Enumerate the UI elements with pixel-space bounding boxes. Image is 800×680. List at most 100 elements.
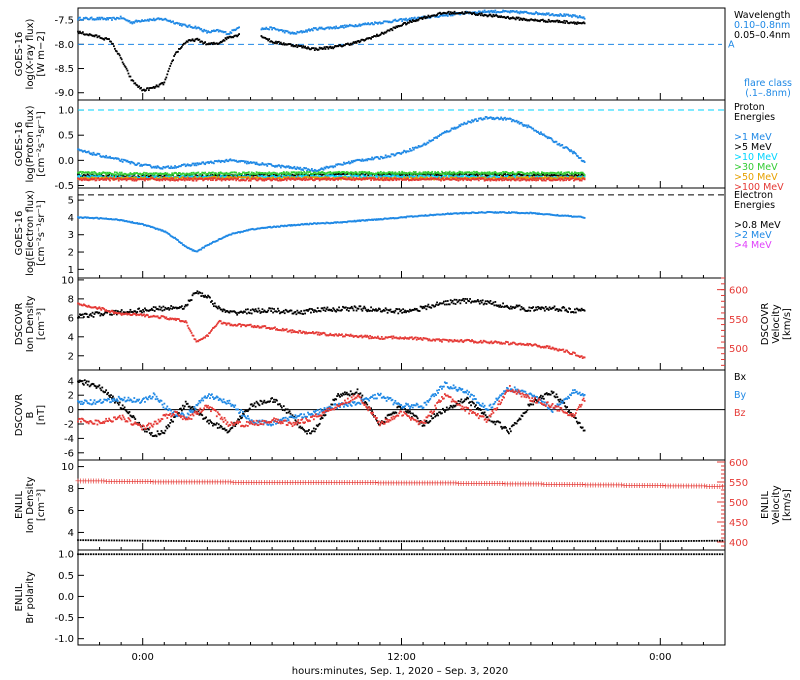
data-point	[332, 176, 335, 179]
data-point	[141, 173, 143, 176]
data-point	[404, 177, 406, 180]
data-point	[199, 173, 202, 175]
data-point	[329, 174, 332, 177]
data-point	[111, 175, 113, 178]
data-point	[279, 175, 282, 178]
data-point	[573, 179, 575, 182]
data-point	[266, 176, 269, 179]
data-point	[222, 236, 225, 239]
data-point	[90, 34, 93, 37]
data-point	[576, 155, 579, 157]
data-point	[119, 178, 122, 181]
data-point	[320, 222, 323, 225]
data-point	[355, 173, 358, 176]
data-point	[430, 15, 433, 17]
legend-item: >5 MeV	[734, 142, 772, 153]
data-point	[267, 39, 270, 42]
data-point	[409, 176, 411, 179]
data-point	[290, 224, 293, 226]
data-point	[510, 177, 513, 180]
data-point	[135, 164, 138, 166]
data-point	[581, 160, 584, 163]
data-point	[246, 171, 249, 174]
data-point	[104, 37, 107, 40]
data-point	[215, 173, 218, 176]
data-point	[404, 19, 406, 21]
right-tick-label: 500	[729, 344, 748, 355]
data-point	[578, 173, 581, 176]
data-point	[322, 168, 325, 171]
data-point	[483, 172, 486, 175]
data-point	[576, 172, 579, 174]
data-point	[512, 178, 515, 181]
data-point	[546, 176, 549, 179]
data-point	[374, 173, 376, 176]
data-point	[281, 164, 284, 167]
data-point	[354, 40, 357, 43]
data-point	[510, 17, 513, 20]
data-point	[384, 20, 387, 23]
data-point	[416, 176, 419, 179]
data-point	[347, 175, 350, 178]
data-point	[413, 172, 416, 175]
data-point	[546, 21, 549, 23]
data-point	[460, 175, 463, 178]
data-point	[364, 159, 367, 162]
data-point	[411, 175, 414, 178]
data-point	[371, 173, 373, 176]
data-point	[546, 172, 549, 174]
data-point	[471, 211, 473, 214]
data-point	[410, 177, 413, 180]
data-point	[488, 13, 491, 16]
data-point	[342, 45, 344, 47]
data-point	[235, 159, 238, 162]
data-point	[148, 225, 151, 228]
y-axis-label-line: [cm⁻²s⁻¹sr⁻¹]	[36, 111, 47, 177]
data-point	[360, 172, 363, 175]
data-point	[273, 178, 275, 181]
data-point	[408, 150, 410, 153]
data-point	[536, 19, 538, 22]
data-point	[437, 16, 439, 18]
data-point	[284, 166, 287, 169]
data-point	[506, 16, 508, 19]
data-point	[199, 177, 202, 180]
data-point	[376, 173, 379, 176]
data-point	[553, 177, 556, 179]
data-point	[526, 177, 529, 179]
data-point	[406, 215, 408, 218]
data-point	[424, 175, 427, 178]
data-point	[575, 177, 578, 180]
data-point	[214, 29, 217, 32]
data-point	[271, 173, 273, 176]
data-point	[409, 179, 411, 182]
data-point	[173, 177, 175, 180]
data-point	[305, 167, 307, 170]
data-point	[234, 176, 237, 179]
data-point	[409, 173, 412, 175]
data-point	[485, 10, 488, 13]
data-point	[307, 178, 309, 181]
data-point	[333, 173, 336, 176]
data-point	[508, 118, 510, 120]
data-point	[522, 178, 525, 181]
data-point	[413, 179, 416, 181]
data-point	[287, 173, 290, 176]
data-point	[240, 179, 242, 181]
data-point	[439, 133, 441, 136]
data-point	[285, 225, 288, 228]
data-point	[321, 171, 324, 173]
data-point	[288, 176, 291, 179]
data-point	[207, 161, 209, 163]
data-point	[147, 310, 150, 312]
data-point	[508, 178, 511, 181]
data-point	[185, 178, 188, 181]
data-point	[277, 28, 279, 31]
data-point	[382, 172, 385, 175]
data-point	[112, 175, 114, 178]
data-point	[465, 12, 468, 14]
data-point	[106, 218, 109, 220]
data-point	[380, 178, 383, 181]
data-point	[227, 176, 230, 179]
data-point	[469, 179, 471, 181]
